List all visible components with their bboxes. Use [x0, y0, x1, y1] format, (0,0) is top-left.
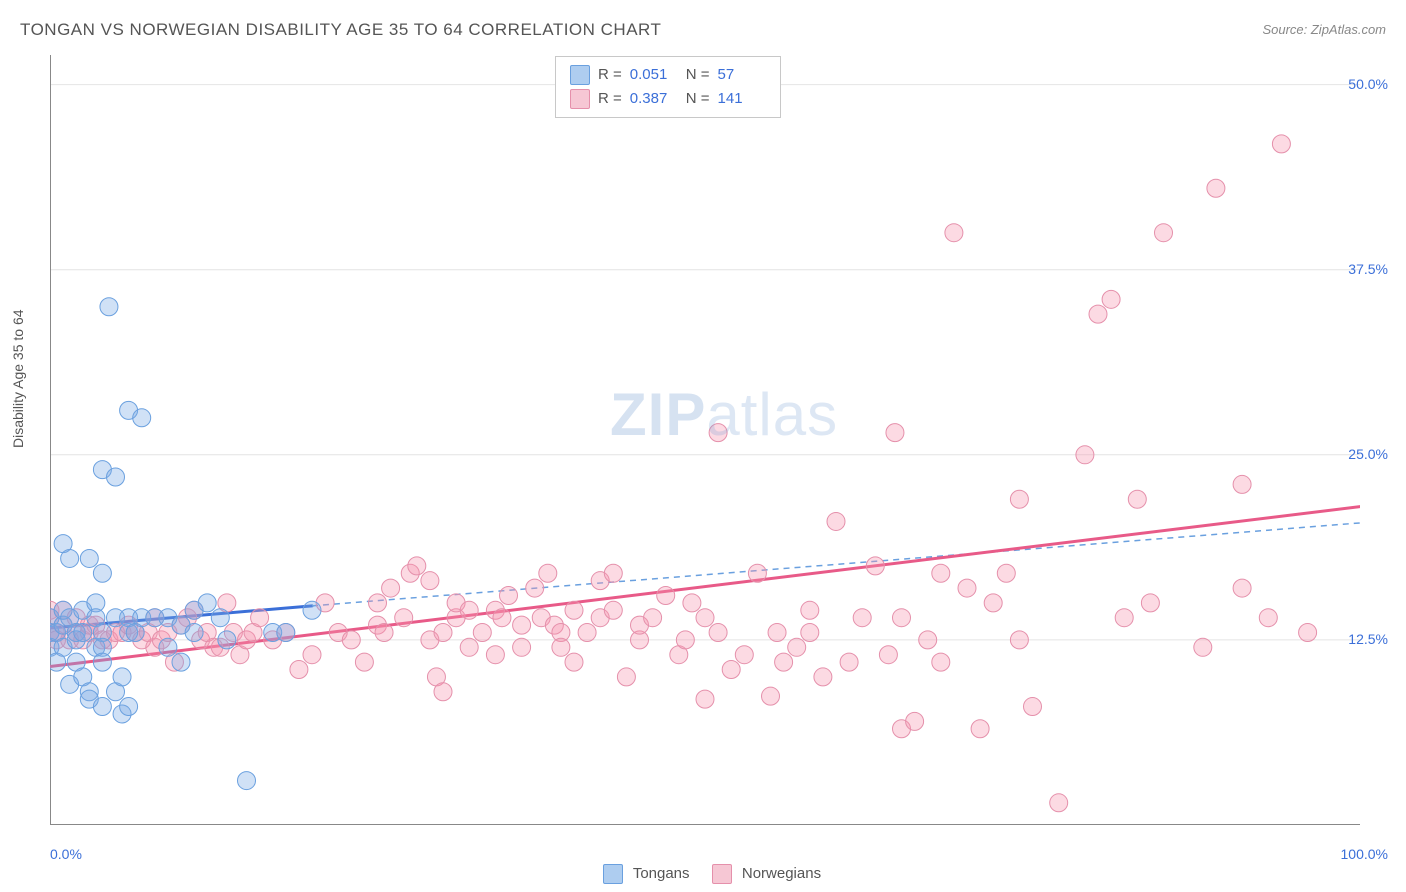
r-value-norwegians: 0.387 — [630, 87, 678, 111]
bottom-legend: Tongans Norwegians — [0, 864, 1406, 884]
n-label: N = — [686, 63, 710, 87]
y-tick-label: 12.5% — [1348, 631, 1388, 647]
chart-title: TONGAN VS NORWEGIAN DISABILITY AGE 35 TO… — [20, 20, 661, 40]
source-attribution: Source: ZipAtlas.com — [1262, 22, 1386, 37]
swatch-blue-icon — [603, 864, 623, 884]
y-tick-label: 25.0% — [1348, 446, 1388, 462]
n-label: N = — [686, 87, 710, 111]
legend-tongans-label: Tongans — [633, 865, 690, 882]
chart-area — [50, 55, 1360, 825]
legend-norwegians-label: Norwegians — [742, 865, 821, 882]
y-tick-label: 50.0% — [1348, 76, 1388, 92]
swatch-pink-icon — [570, 89, 590, 109]
x-tick-label: 0.0% — [50, 846, 82, 862]
r-label: R = — [598, 63, 622, 87]
scatter-chart-svg — [50, 55, 1360, 825]
n-value-tongans: 57 — [718, 63, 766, 87]
stats-row-norwegians: R = 0.387 N = 141 — [570, 87, 766, 111]
y-tick-label: 37.5% — [1348, 261, 1388, 277]
x-tick-label: 100.0% — [1341, 846, 1388, 862]
r-label: R = — [598, 87, 622, 111]
swatch-pink-icon — [712, 864, 732, 884]
n-value-norwegians: 141 — [718, 87, 766, 111]
swatch-blue-icon — [570, 65, 590, 85]
correlation-stats-box: R = 0.051 N = 57 R = 0.387 N = 141 — [555, 56, 781, 118]
r-value-tongans: 0.051 — [630, 63, 678, 87]
y-axis-label: Disability Age 35 to 64 — [10, 309, 26, 448]
stats-row-tongans: R = 0.051 N = 57 — [570, 63, 766, 87]
